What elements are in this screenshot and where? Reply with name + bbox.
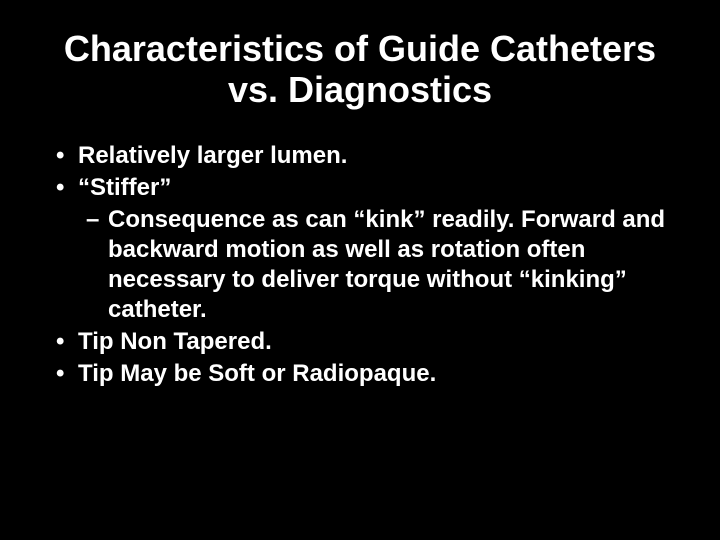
bullet-marker: • (50, 141, 78, 171)
subbullet-text: Consequence as can “kink” readily. Forwa… (108, 205, 670, 325)
list-subitem: – Consequence as can “kink” readily. For… (86, 205, 670, 325)
slide: Characteristics of Guide Catheters vs. D… (0, 0, 720, 540)
bullet-text: Tip Non Tapered. (78, 327, 670, 357)
bullet-text: “Stiffer” (78, 173, 670, 203)
bullet-text: Relatively larger lumen. (78, 141, 670, 171)
bullet-marker: • (50, 359, 78, 389)
bullet-list: • Relatively larger lumen. • “Stiffer” –… (50, 141, 670, 389)
list-item: • Tip Non Tapered. (50, 327, 670, 357)
bullet-marker: • (50, 173, 78, 203)
bullet-text: Tip May be Soft or Radiopaque. (78, 359, 670, 389)
bullet-marker: • (50, 327, 78, 357)
list-item: • Tip May be Soft or Radiopaque. (50, 359, 670, 389)
list-item: • “Stiffer” (50, 173, 670, 203)
dash-marker: – (86, 205, 108, 325)
slide-title: Characteristics of Guide Catheters vs. D… (50, 28, 670, 111)
list-item: • Relatively larger lumen. (50, 141, 670, 171)
